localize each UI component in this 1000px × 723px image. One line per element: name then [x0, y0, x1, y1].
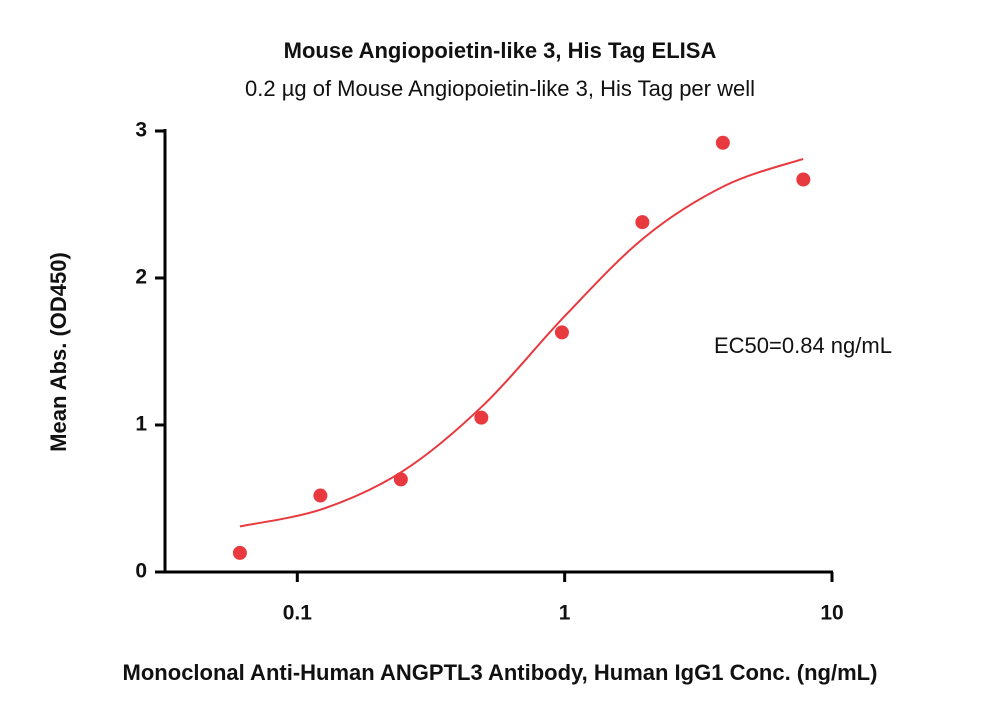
y-tick-label: 0 [135, 560, 147, 583]
y-tick-label: 1 [135, 413, 147, 436]
data-point [554, 325, 569, 340]
y-tick-label: 3 [135, 119, 147, 142]
x-tick-label: 1 [559, 602, 571, 625]
data-point [474, 410, 489, 425]
data-point [393, 472, 408, 487]
y-tick-label: 2 [135, 266, 147, 289]
chart-title: Mouse Angiopoietin-like 3, His Tag ELISA [284, 38, 717, 63]
data-point [313, 488, 328, 503]
data-point [232, 545, 247, 560]
y-axis-label: Mean Abs. (OD450) [46, 252, 71, 452]
fit-curve [239, 157, 804, 528]
x-tick-label: 0.1 [283, 602, 313, 625]
data-point [635, 215, 650, 230]
annotation: EC50=0.84 ng/mL [714, 333, 892, 358]
data-point [796, 172, 811, 187]
x-axis-label: Monoclonal Anti-Human ANGPTL3 Antibody, … [123, 660, 878, 685]
x-tick-label: 10 [820, 602, 843, 625]
chart-subtitle: 0.2 µg of Mouse Angiopoietin-like 3, His… [245, 76, 755, 101]
data-point [715, 135, 730, 150]
